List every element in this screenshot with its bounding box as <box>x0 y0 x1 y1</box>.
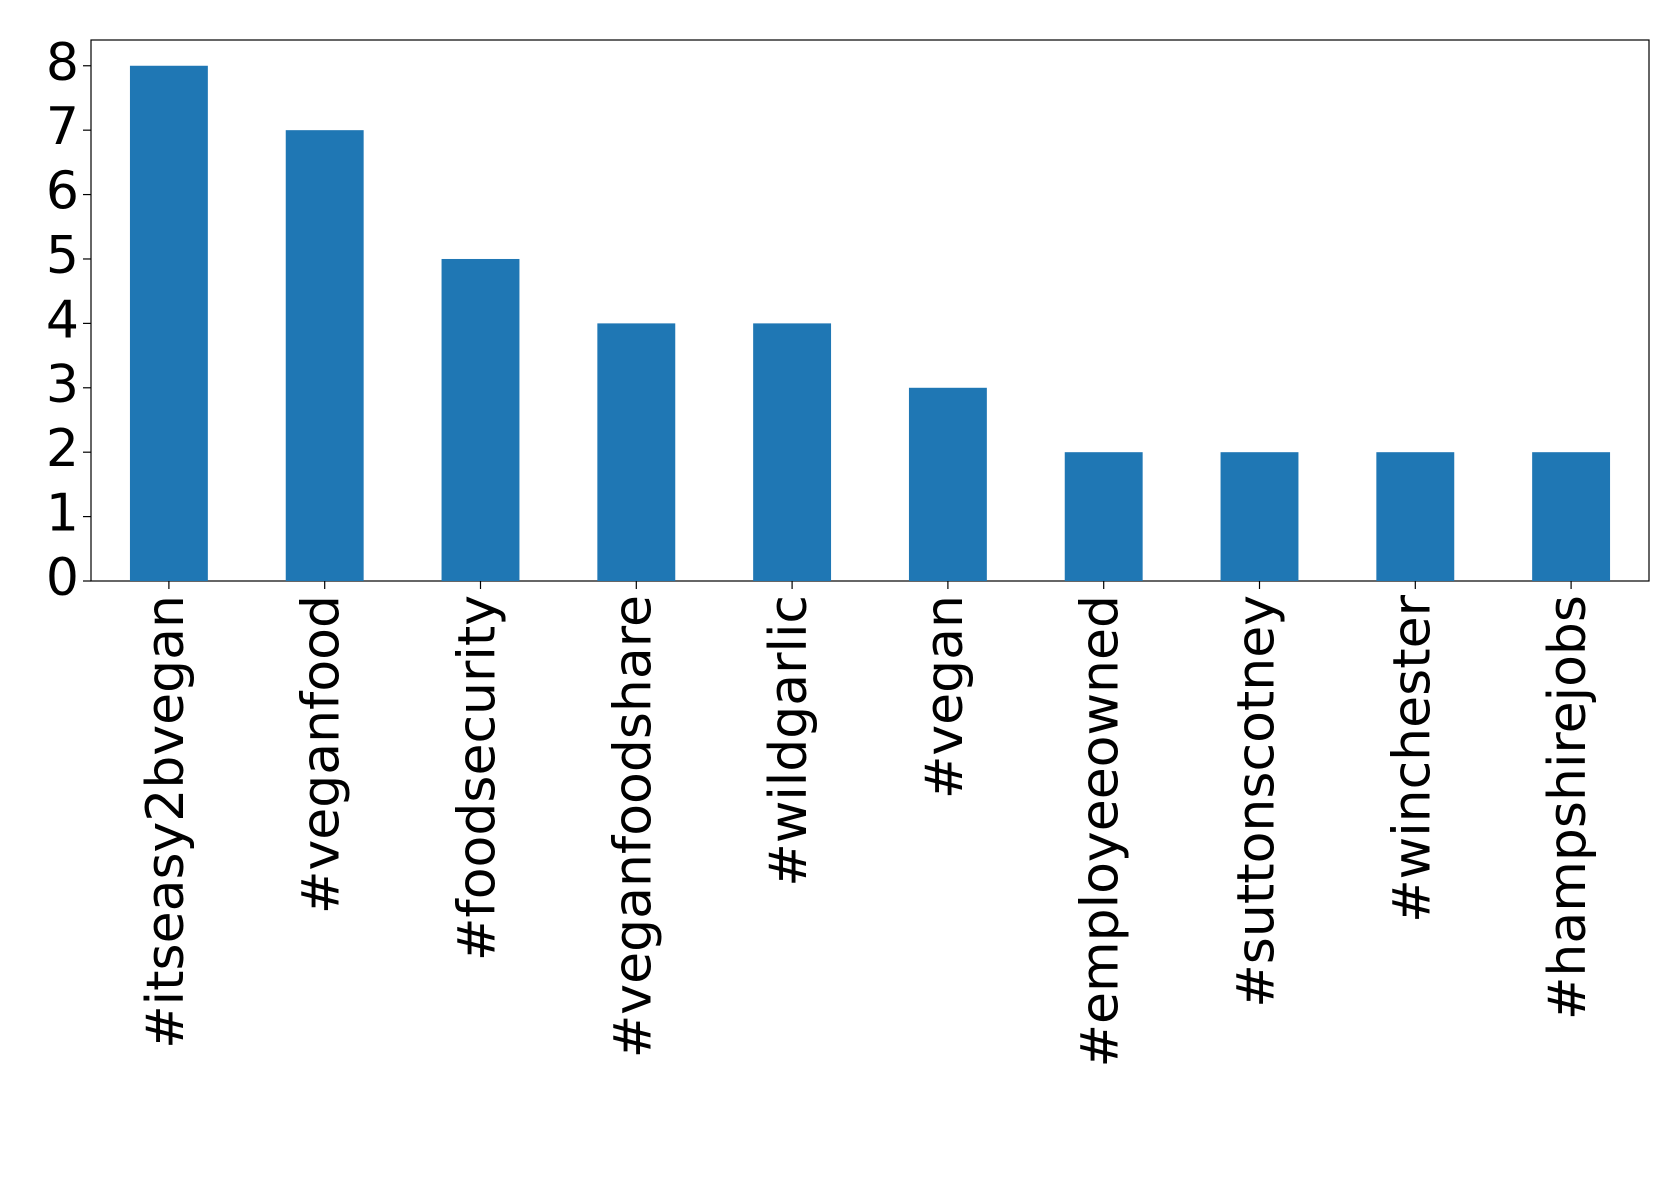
x-tick-label: #suttonscotney <box>1227 595 1287 1008</box>
y-tick-label: 5 <box>46 226 79 286</box>
y-tick-label: 6 <box>46 162 79 222</box>
y-tick-label: 4 <box>46 290 79 350</box>
bar <box>1376 452 1455 581</box>
x-tick-label: #wildgarlic <box>759 595 819 887</box>
x-tick-label: #foodsecurity <box>448 595 508 961</box>
bar <box>597 323 676 581</box>
x-tick-label: #hampshirejobs <box>1538 595 1598 1020</box>
x-tick-label: #employeeowned <box>1071 595 1131 1068</box>
x-tick-label: #veganfoodshare <box>603 595 663 1058</box>
x-tick-label: #winchester <box>1382 594 1442 923</box>
x-tick-label: #vegan <box>915 595 975 799</box>
bar <box>753 323 832 581</box>
bar <box>1064 452 1143 581</box>
y-tick-label: 8 <box>46 33 79 93</box>
y-tick-label: 3 <box>46 355 79 415</box>
y-tick-label: 0 <box>46 548 79 608</box>
y-tick-label: 7 <box>46 97 79 157</box>
bar <box>1532 452 1611 581</box>
plot-frame <box>90 39 1650 582</box>
y-tick-label: 2 <box>46 419 79 479</box>
bar <box>441 258 520 581</box>
x-tick-label: #itseasy2bvegan <box>136 595 196 1049</box>
bar <box>908 387 987 581</box>
x-tick-label: #veganfood <box>292 595 352 914</box>
bar <box>1220 452 1299 581</box>
y-tick-label: 1 <box>46 484 79 544</box>
bar <box>285 130 364 581</box>
bar <box>129 65 208 581</box>
